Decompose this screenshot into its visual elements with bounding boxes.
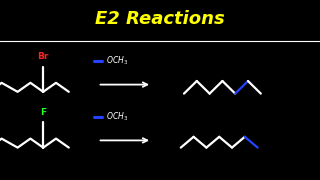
Text: $\mathit{OCH_3}$: $\mathit{OCH_3}$ <box>106 111 128 123</box>
Text: $\mathit{OCH_3}$: $\mathit{OCH_3}$ <box>106 55 128 68</box>
Text: F: F <box>40 108 46 117</box>
Text: Br: Br <box>37 52 49 61</box>
Text: E2 Reactions: E2 Reactions <box>95 10 225 28</box>
